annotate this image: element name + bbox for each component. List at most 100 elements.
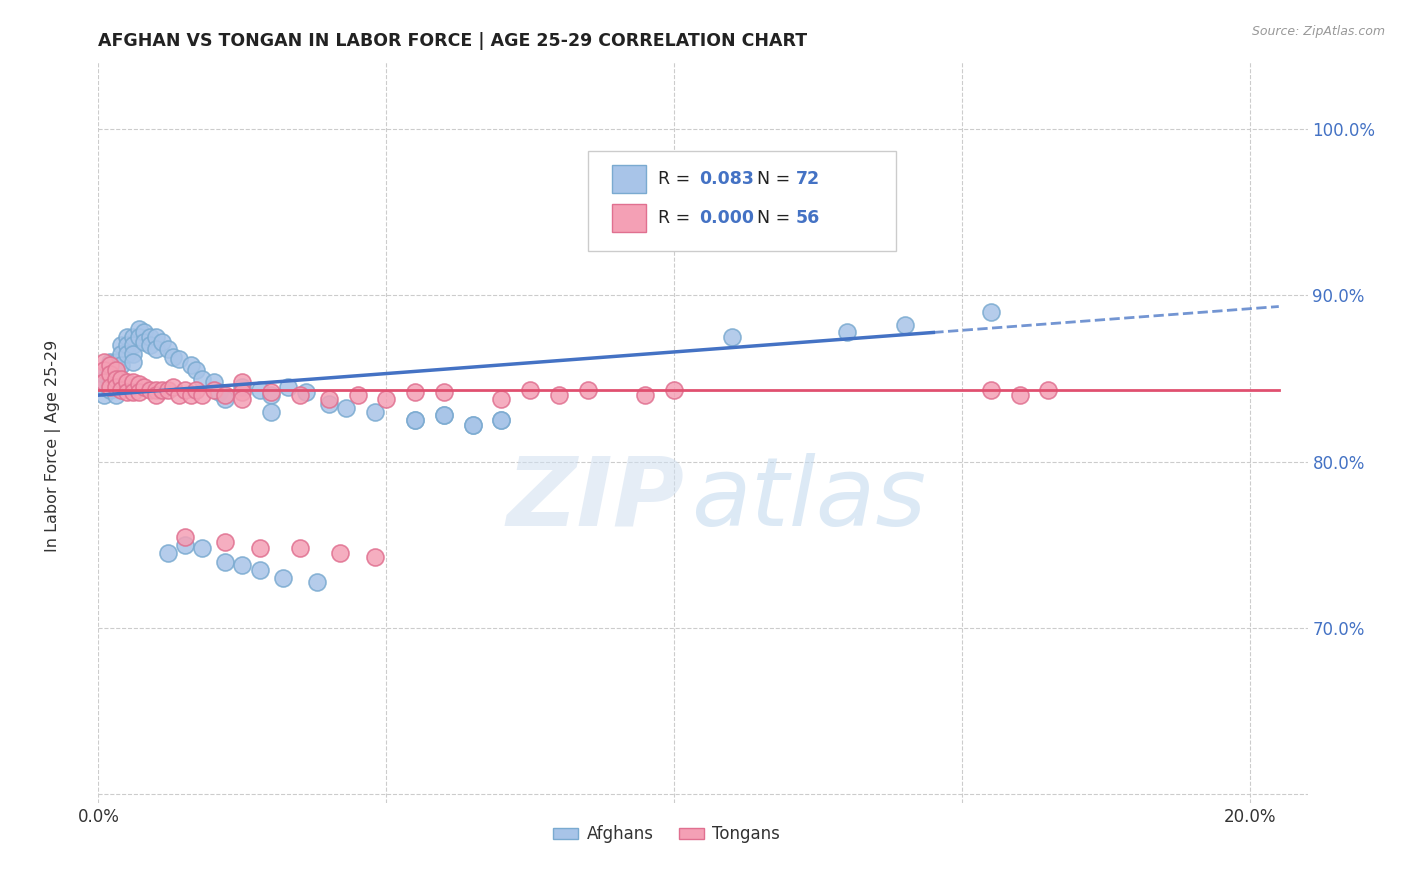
Bar <box>613 204 647 232</box>
Point <box>288 388 311 402</box>
Point <box>104 380 127 394</box>
Point <box>150 383 173 397</box>
Point <box>134 380 156 394</box>
Point <box>115 346 138 360</box>
Point <box>134 334 156 349</box>
Text: atlas: atlas <box>690 453 927 546</box>
Point <box>128 376 150 391</box>
Point <box>110 346 132 360</box>
Point <box>519 383 541 397</box>
Point <box>404 413 426 427</box>
Text: 0.000: 0.000 <box>699 209 755 227</box>
Point <box>122 330 145 344</box>
Point <box>1008 388 1031 402</box>
Point <box>364 549 387 564</box>
Point <box>173 530 195 544</box>
Point <box>110 371 132 385</box>
Point <box>128 321 150 335</box>
Point <box>156 342 179 356</box>
Point <box>191 371 214 385</box>
Point <box>167 351 190 366</box>
Point <box>208 384 231 399</box>
Point <box>104 363 127 377</box>
Point <box>115 375 138 389</box>
Point <box>260 384 283 399</box>
Point <box>145 330 167 344</box>
Text: 0.083: 0.083 <box>699 170 754 188</box>
Text: 56: 56 <box>796 209 820 227</box>
Point <box>231 558 253 572</box>
Point <box>122 375 145 389</box>
Point <box>93 380 115 394</box>
Point <box>128 330 150 344</box>
Point <box>104 388 127 402</box>
Point <box>98 355 121 369</box>
Text: 72: 72 <box>796 170 820 188</box>
Point <box>231 375 253 389</box>
Point <box>122 384 145 399</box>
Point <box>93 363 115 377</box>
Point <box>173 383 195 397</box>
Point <box>145 342 167 356</box>
Point <box>122 346 145 360</box>
Point <box>576 383 599 397</box>
Point <box>180 388 202 402</box>
Point <box>115 338 138 352</box>
Point <box>231 392 253 406</box>
Point <box>307 574 329 589</box>
Point <box>139 338 162 352</box>
Point <box>214 392 236 406</box>
Text: R =: R = <box>658 209 696 227</box>
Point <box>433 408 456 422</box>
Point <box>104 380 127 394</box>
Point <box>433 408 456 422</box>
Point <box>104 363 127 377</box>
Point <box>191 541 214 556</box>
Point <box>93 371 115 385</box>
Point <box>491 413 513 427</box>
Point <box>110 338 132 352</box>
Point <box>98 367 121 381</box>
Point <box>110 383 132 397</box>
Point <box>433 384 456 399</box>
Point <box>98 383 121 397</box>
Point <box>122 338 145 352</box>
Point <box>318 392 340 406</box>
Point <box>139 383 162 397</box>
Point <box>294 384 316 399</box>
Point <box>277 380 299 394</box>
Point <box>214 555 236 569</box>
Point <box>893 318 915 333</box>
Text: N =: N = <box>758 170 796 188</box>
FancyBboxPatch shape <box>588 152 897 252</box>
Legend: Afghans, Tongans: Afghans, Tongans <box>547 819 787 850</box>
Point <box>186 363 208 377</box>
Point <box>980 305 1002 319</box>
Point <box>720 330 742 344</box>
Point <box>491 413 513 427</box>
Point <box>202 383 225 397</box>
Point <box>461 418 484 433</box>
Point <box>202 375 225 389</box>
Point <box>214 534 236 549</box>
Point <box>110 358 132 372</box>
Point <box>104 371 127 385</box>
Point <box>180 358 202 372</box>
Point <box>128 384 150 399</box>
Point <box>404 384 426 399</box>
Point <box>156 383 179 397</box>
Point <box>634 388 657 402</box>
Point <box>260 388 283 402</box>
Point <box>664 383 686 397</box>
Point <box>162 380 184 394</box>
Point <box>548 388 571 402</box>
Point <box>461 418 484 433</box>
Point <box>104 375 127 389</box>
Point <box>491 392 513 406</box>
Point <box>98 358 121 372</box>
Text: AFGHAN VS TONGAN IN LABOR FORCE | AGE 25-29 CORRELATION CHART: AFGHAN VS TONGAN IN LABOR FORCE | AGE 25… <box>98 32 807 50</box>
Point <box>162 350 184 364</box>
Point <box>231 384 253 399</box>
Point <box>288 541 311 556</box>
Point <box>214 388 236 402</box>
